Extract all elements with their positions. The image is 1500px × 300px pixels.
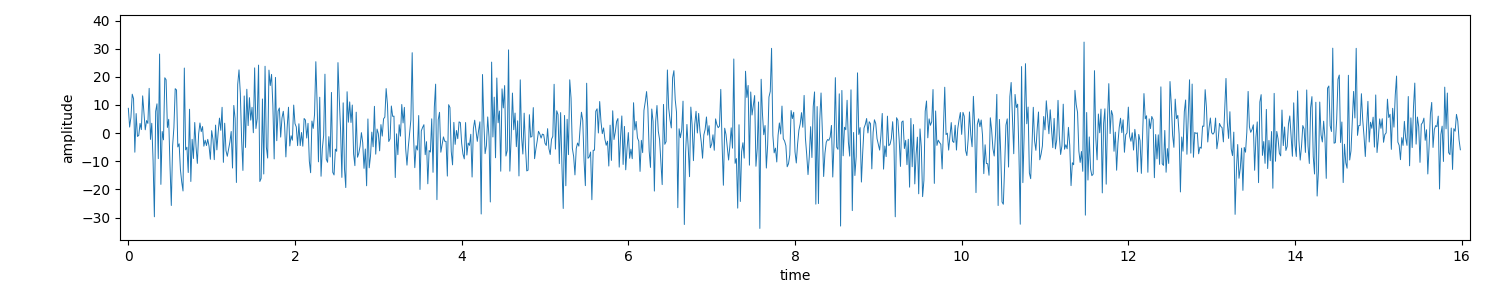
X-axis label: time: time — [780, 269, 810, 283]
Y-axis label: amplitude: amplitude — [62, 92, 75, 163]
